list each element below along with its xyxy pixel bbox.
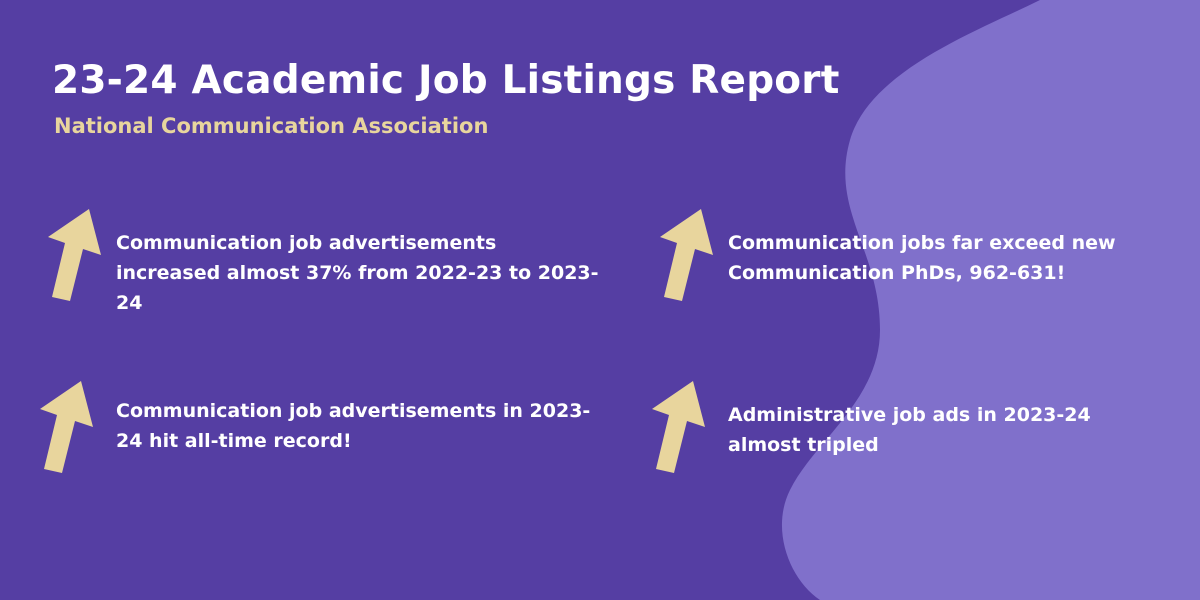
up-arrow-icon — [652, 381, 705, 473]
stat-text: Administrative job ads in 2023-24 almost… — [728, 404, 1091, 456]
page-subtitle: National Communication Association — [54, 114, 489, 138]
up-arrow-icon — [660, 209, 713, 301]
stat-text: Communication jobs far exceed new Commun… — [728, 232, 1116, 284]
up-arrow-icon — [48, 209, 101, 301]
page-title: 23-24 Academic Job Listings Report — [52, 58, 840, 103]
up-arrow-icon — [40, 381, 93, 473]
stat-text: Communication job advertisements in 2023… — [116, 400, 591, 452]
stat-text: Communication job advertisements increas… — [116, 232, 599, 314]
